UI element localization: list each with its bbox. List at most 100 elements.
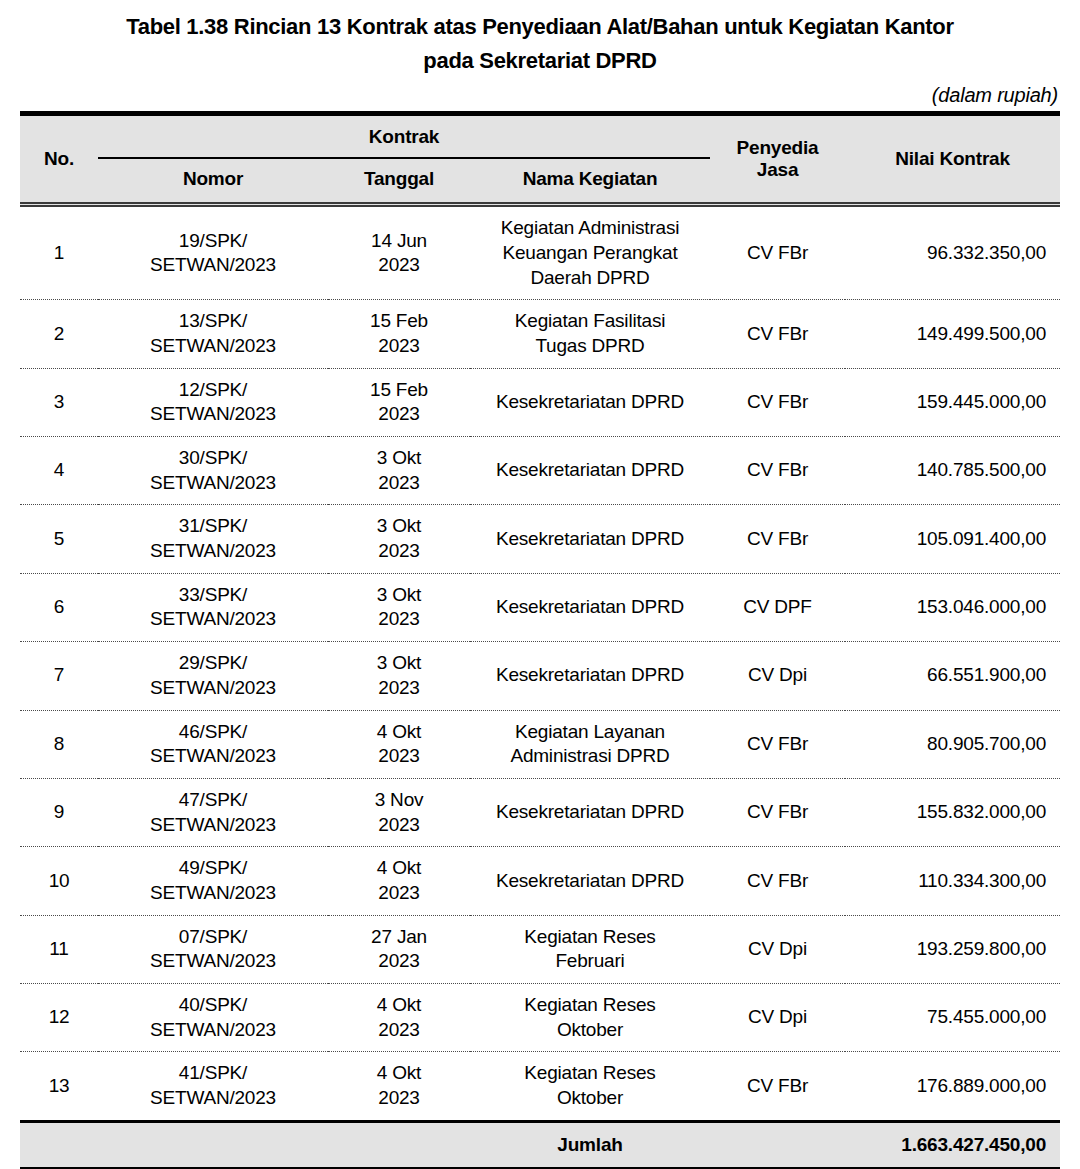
table-footer: Jumlah 1.663.427.450,00 [20,1121,1060,1169]
header-tanggal: Tanggal [328,158,470,205]
cell-penyedia-jasa: CV Dpi [710,642,845,710]
cell-nilai-kontrak: 153.046.000,00 [845,573,1060,641]
table-header: No. Kontrak Penyedia Jasa Nilai Kontrak … [20,114,1060,205]
table-row: 6 33/SPK/ SETWAN/2023 3 Okt 2023 Kesekre… [20,573,1060,641]
table-row: 1 19/SPK/ SETWAN/2023 14 Jun 2023 Kegiat… [20,205,1060,300]
cell-no: 10 [20,847,98,915]
table-row: 2 13/SPK/ SETWAN/2023 15 Feb 2023 Kegiat… [20,300,1060,368]
cell-penyedia-jasa: CV FBr [710,1052,845,1121]
cell-nomor: 40/SPK/ SETWAN/2023 [98,984,328,1052]
cell-nomor: 07/SPK/ SETWAN/2023 [98,915,328,983]
header-kontrak-group: Kontrak [98,114,710,159]
cell-nomor: 47/SPK/ SETWAN/2023 [98,778,328,846]
cell-penyedia-jasa: CV FBr [710,778,845,846]
cell-no: 2 [20,300,98,368]
cell-nilai-kontrak: 96.332.350,00 [845,205,1060,300]
cell-no: 6 [20,573,98,641]
document-page: Tabel 1.38 Rincian 13 Kontrak atas Penye… [0,0,1080,1169]
unit-note: (dalam rupiah) [20,84,1058,107]
cell-nilai-kontrak: 75.455.000,00 [845,984,1060,1052]
table-row: 12 40/SPK/ SETWAN/2023 4 Okt 2023 Kegiat… [20,984,1060,1052]
table-row: 3 12/SPK/ SETWAN/2023 15 Feb 2023 Kesekr… [20,368,1060,436]
table-title-line1: Tabel 1.38 Rincian 13 Kontrak atas Penye… [28,10,1052,44]
table-row: 9 47/SPK/ SETWAN/2023 3 Nov 2023 Kesekre… [20,778,1060,846]
table-row: 10 49/SPK/ SETWAN/2023 4 Okt 2023 Kesekr… [20,847,1060,915]
table-row: 13 41/SPK/ SETWAN/2023 4 Okt 2023 Kegiat… [20,1052,1060,1121]
cell-nama-kegiatan: Kesekretariatan DPRD [470,437,710,505]
contracts-table: No. Kontrak Penyedia Jasa Nilai Kontrak … [20,111,1060,1169]
cell-nomor: 41/SPK/ SETWAN/2023 [98,1052,328,1121]
cell-nama-kegiatan: Kegiatan Reses Oktober [470,984,710,1052]
total-value: 1.663.427.450,00 [845,1121,1060,1169]
cell-no: 8 [20,710,98,778]
table-row: 7 29/SPK/ SETWAN/2023 3 Okt 2023 Kesekre… [20,642,1060,710]
cell-no: 4 [20,437,98,505]
cell-nama-kegiatan: Kesekretariatan DPRD [470,505,710,573]
table-body: 1 19/SPK/ SETWAN/2023 14 Jun 2023 Kegiat… [20,205,1060,1122]
cell-nilai-kontrak: 149.499.500,00 [845,300,1060,368]
cell-penyedia-jasa: CV FBr [710,205,845,300]
cell-nilai-kontrak: 155.832.000,00 [845,778,1060,846]
cell-penyedia-jasa: CV Dpi [710,984,845,1052]
total-spacer-mid [710,1121,845,1169]
cell-nomor: 13/SPK/ SETWAN/2023 [98,300,328,368]
cell-penyedia-jasa: CV FBr [710,437,845,505]
cell-no: 13 [20,1052,98,1121]
total-label: Jumlah [470,1121,710,1169]
header-nomor: Nomor [98,158,328,205]
table-title-line2: pada Sekretariat DPRD [28,44,1052,78]
table-row: 11 07/SPK/ SETWAN/2023 27 Jan 2023 Kegia… [20,915,1060,983]
cell-no: 12 [20,984,98,1052]
cell-tanggal: 14 Jun 2023 [328,205,470,300]
cell-no: 1 [20,205,98,300]
cell-nilai-kontrak: 80.905.700,00 [845,710,1060,778]
cell-tanggal: 3 Okt 2023 [328,505,470,573]
cell-tanggal: 4 Okt 2023 [328,1052,470,1121]
cell-tanggal: 3 Okt 2023 [328,437,470,505]
cell-no: 9 [20,778,98,846]
cell-nama-kegiatan: Kesekretariatan DPRD [470,847,710,915]
cell-nama-kegiatan: Kesekretariatan DPRD [470,368,710,436]
cell-nilai-kontrak: 159.445.000,00 [845,368,1060,436]
cell-tanggal: 15 Feb 2023 [328,300,470,368]
cell-tanggal: 3 Okt 2023 [328,573,470,641]
cell-penyedia-jasa: CV Dpi [710,915,845,983]
cell-nilai-kontrak: 105.091.400,00 [845,505,1060,573]
cell-penyedia-jasa: CV DPF [710,573,845,641]
cell-nilai-kontrak: 193.259.800,00 [845,915,1060,983]
cell-nama-kegiatan: Kesekretariatan DPRD [470,573,710,641]
cell-nama-kegiatan: Kesekretariatan DPRD [470,642,710,710]
cell-tanggal: 15 Feb 2023 [328,368,470,436]
cell-penyedia-jasa: CV FBr [710,847,845,915]
cell-nama-kegiatan: Kegiatan Reses Februari [470,915,710,983]
table-row: 5 31/SPK/ SETWAN/2023 3 Okt 2023 Kesekre… [20,505,1060,573]
cell-nilai-kontrak: 110.334.300,00 [845,847,1060,915]
cell-nilai-kontrak: 176.889.000,00 [845,1052,1060,1121]
cell-nama-kegiatan: Kesekretariatan DPRD [470,778,710,846]
cell-no: 7 [20,642,98,710]
cell-nama-kegiatan: Kegiatan Reses Oktober [470,1052,710,1121]
cell-nomor: 30/SPK/ SETWAN/2023 [98,437,328,505]
total-row: Jumlah 1.663.427.450,00 [20,1121,1060,1169]
header-nilai-kontrak: Nilai Kontrak [845,114,1060,205]
cell-no: 11 [20,915,98,983]
cell-nomor: 31/SPK/ SETWAN/2023 [98,505,328,573]
header-penyedia-jasa: Penyedia Jasa [710,114,845,205]
cell-tanggal: 4 Okt 2023 [328,984,470,1052]
cell-tanggal: 4 Okt 2023 [328,710,470,778]
cell-nilai-kontrak: 140.785.500,00 [845,437,1060,505]
cell-penyedia-jasa: CV FBr [710,368,845,436]
cell-nama-kegiatan: Kegiatan Administrasi Keuangan Perangkat… [470,205,710,300]
cell-tanggal: 3 Okt 2023 [328,642,470,710]
cell-nomor: 49/SPK/ SETWAN/2023 [98,847,328,915]
cell-nama-kegiatan: Kegiatan Fasilitasi Tugas DPRD [470,300,710,368]
header-nama-kegiatan: Nama Kegiatan [470,158,710,205]
table-title: Tabel 1.38 Rincian 13 Kontrak atas Penye… [28,10,1052,78]
cell-nama-kegiatan: Kegiatan Layanan Administrasi DPRD [470,710,710,778]
cell-no: 5 [20,505,98,573]
table-row: 4 30/SPK/ SETWAN/2023 3 Okt 2023 Kesekre… [20,437,1060,505]
header-no: No. [20,114,98,205]
cell-no: 3 [20,368,98,436]
cell-penyedia-jasa: CV FBr [710,505,845,573]
cell-nilai-kontrak: 66.551.900,00 [845,642,1060,710]
